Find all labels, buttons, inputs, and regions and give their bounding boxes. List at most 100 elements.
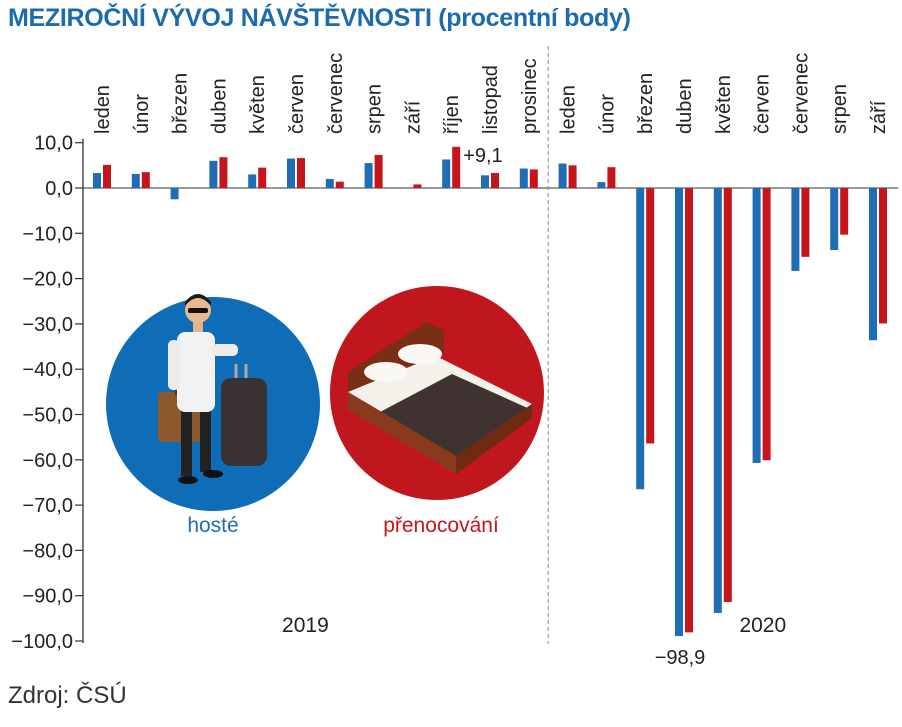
bar-hoste xyxy=(287,158,295,188)
bar-hoste xyxy=(131,173,140,188)
bar-prenocovani xyxy=(879,188,887,324)
month-label: květen xyxy=(713,75,735,134)
bar-hoste xyxy=(481,175,489,188)
bar-hoste xyxy=(752,188,761,463)
month-label: září xyxy=(402,100,424,134)
y-tick-label: −100,0 xyxy=(11,631,73,653)
year-label: 2020 xyxy=(739,614,786,637)
bar-prenocovani xyxy=(646,188,655,444)
month-label: leden xyxy=(558,85,580,134)
bar-prenocovani xyxy=(335,181,344,188)
bar-hoste xyxy=(442,159,451,188)
pillow-icon xyxy=(364,362,408,382)
y-tick-label: −20,0 xyxy=(22,269,73,291)
y-tick-label: −50,0 xyxy=(22,405,73,427)
month-label: prosinec xyxy=(519,58,541,134)
bar-prenocovani xyxy=(491,173,499,188)
month-label: březen xyxy=(635,73,657,134)
bar-hoste xyxy=(209,160,218,188)
bar-prenocovani xyxy=(762,188,771,461)
person-arm xyxy=(212,344,238,356)
y-tick-label: −70,0 xyxy=(22,495,73,517)
double-bed-icon xyxy=(348,322,532,474)
bar-hoste xyxy=(93,173,101,188)
month-label: září xyxy=(868,100,890,134)
bar-prenocovani xyxy=(297,158,305,188)
month-label: srpen xyxy=(829,84,851,134)
month-label: červenec xyxy=(325,53,347,134)
bar-hoste xyxy=(170,188,179,200)
bar-prenocovani xyxy=(219,157,228,188)
month-label: říjen xyxy=(441,95,463,134)
month-label: únor xyxy=(131,94,153,134)
pillow-icon xyxy=(398,344,442,364)
person-shoe xyxy=(178,476,198,484)
bed-frame-side xyxy=(348,392,456,474)
suitcase-icon xyxy=(221,378,267,466)
bar-prenocovani xyxy=(141,172,150,188)
bar-prenocovani xyxy=(685,188,693,633)
bar-hoste xyxy=(830,188,839,251)
y-tick-label: 10,0 xyxy=(34,133,73,155)
bar-hoste xyxy=(636,188,645,490)
person-shirt xyxy=(177,332,215,412)
bar-prenocovani xyxy=(529,169,538,188)
y-tick-label: −60,0 xyxy=(22,450,73,472)
person-arm xyxy=(168,340,180,390)
bed-frame-end xyxy=(456,404,532,474)
y-tick-label: −80,0 xyxy=(22,540,73,562)
value-annotation: −98,9 xyxy=(655,647,706,669)
legend-label-prenocovani: přenocování xyxy=(383,514,499,537)
bar-prenocovani xyxy=(801,188,810,257)
person-shoe xyxy=(203,470,223,478)
bar-prenocovani xyxy=(103,164,111,188)
person-neck xyxy=(193,318,203,332)
bar-hoste xyxy=(558,163,567,188)
month-label: duben xyxy=(674,78,696,134)
traveler-with-luggage-icon xyxy=(158,294,267,484)
month-label: červen xyxy=(752,74,774,134)
y-tick-label: −90,0 xyxy=(22,586,73,608)
bar-prenocovani xyxy=(413,184,422,188)
y-tick-label: 0,0 xyxy=(45,178,73,200)
year-label: 2019 xyxy=(282,614,329,637)
bar-hoste xyxy=(675,188,683,637)
bar-prenocovani xyxy=(568,165,577,188)
month-label: květen xyxy=(247,75,269,134)
person-hair xyxy=(185,294,211,306)
source-note: Zdroj: ČSÚ xyxy=(8,682,127,709)
month-label: červen xyxy=(286,74,308,134)
bar-prenocovani xyxy=(452,146,461,188)
bar-hoste xyxy=(364,163,373,188)
bar-hoste xyxy=(713,188,722,613)
bar-hoste xyxy=(519,168,528,188)
y-tick-label: −30,0 xyxy=(22,314,73,336)
bar-prenocovani xyxy=(723,188,732,603)
month-label: duben xyxy=(208,78,230,134)
bed-headboard xyxy=(348,322,444,400)
month-label: březen xyxy=(170,73,192,134)
sunglasses-icon xyxy=(188,308,208,313)
person-leg xyxy=(200,408,211,472)
bar-prenocovani xyxy=(258,167,267,188)
month-label: leden xyxy=(92,85,114,134)
value-annotation: +9,1 xyxy=(463,145,502,167)
month-label: srpen xyxy=(364,84,386,134)
bar-hoste xyxy=(597,182,606,188)
bar-prenocovani xyxy=(374,154,383,188)
chart-title: MEZIROČNÍ VÝVOJ NÁVŠTĚVNOSTI (procentní … xyxy=(8,4,631,32)
bar-hoste xyxy=(791,188,800,271)
bar-hoste xyxy=(248,174,257,188)
month-label: červenec xyxy=(790,53,812,134)
month-label: únor xyxy=(596,94,618,134)
bar-prenocovani xyxy=(607,167,616,188)
bed-blanket xyxy=(380,374,532,458)
bar-hoste xyxy=(869,188,877,341)
person-leg xyxy=(181,408,192,476)
legend-label-hoste: hosté xyxy=(187,514,238,537)
y-tick-label: −10,0 xyxy=(22,223,73,245)
month-label: listopad xyxy=(480,65,502,134)
bar-hoste xyxy=(325,178,334,188)
bar-prenocovani xyxy=(840,188,849,235)
